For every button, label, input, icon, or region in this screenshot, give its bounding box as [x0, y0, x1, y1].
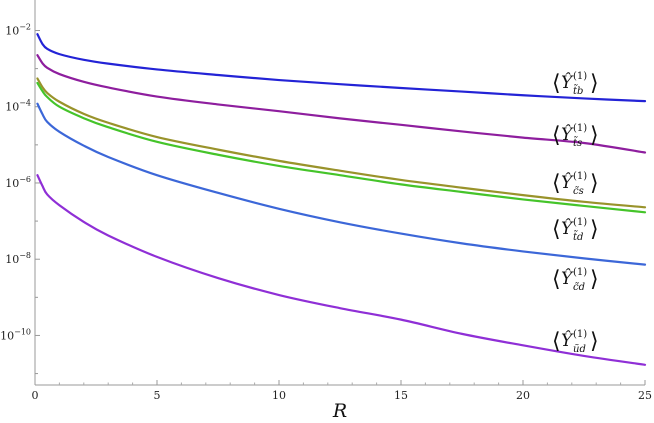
series-label-sup: (1) [573, 329, 587, 340]
series-label-sub: t̃b [573, 84, 583, 97]
series-label-sup: (1) [573, 217, 587, 228]
series-line-4 [36, 102, 647, 266]
right-angle-bracket: ⟩ [590, 329, 599, 354]
y-tick-exponent: −8 [19, 251, 31, 260]
series-label-main: Ŷ [561, 330, 574, 351]
y-tick-base: 10 [5, 101, 19, 114]
series-line-5 [36, 174, 647, 366]
series-label-sub: t̃d [573, 230, 583, 243]
series-label-sup: (1) [573, 71, 587, 82]
series-lines [36, 33, 647, 366]
series-line-3 [36, 81, 647, 214]
series-label-main: Ŷ [561, 124, 574, 145]
left-angle-bracket: ⟨ [552, 329, 561, 354]
series-label-main: Ŷ [561, 268, 574, 289]
series-label-1: ⟨ Ŷ (1) t̃s ⟩ [552, 123, 599, 149]
series-label-2: ⟨ Ŷ (1) c̃s ⟩ [552, 171, 599, 197]
series-label-5: ⟨ Ŷ (1) ũd ⟩ [552, 329, 599, 355]
x-tick-label: 5 [154, 389, 161, 402]
y-tick-label: 10−6 [5, 175, 31, 190]
x-axis-title: R [332, 400, 347, 422]
y-ticks: 10−210−410−610−810−10 [0, 22, 40, 375]
right-angle-bracket: ⟩ [590, 171, 599, 196]
x-tick-label: 0 [32, 389, 39, 402]
right-angle-bracket: ⟩ [590, 71, 599, 96]
right-angle-bracket: ⟩ [590, 123, 599, 148]
left-angle-bracket: ⟨ [552, 267, 561, 292]
left-angle-bracket: ⟨ [552, 217, 561, 242]
series-label-main: Ŷ [561, 218, 574, 239]
series-label-sub: c̃s [573, 186, 584, 197]
y-tick-label: 10−4 [5, 99, 31, 114]
y-tick-exponent: −2 [19, 22, 31, 31]
y-tick-label: 10−10 [0, 327, 31, 342]
left-angle-bracket: ⟨ [552, 123, 561, 148]
series-labels: ⟨ Ŷ (1)t̃b ⟩⟨ Ŷ (1)t̃s ⟩⟨ Ŷ (1)c̃s ⟩⟨ Ŷ (1)t̃d ⟩⟨ Ŷ (1… [552, 71, 599, 355]
y-tick-base: 10 [5, 177, 19, 190]
series-line-1 [36, 54, 647, 154]
series-line-2 [36, 77, 647, 209]
series-label-sub: ũd [573, 344, 586, 355]
series-label-sub: t̃s [573, 136, 582, 149]
right-angle-bracket: ⟩ [590, 267, 599, 292]
y-tick-label: 10−2 [5, 22, 31, 37]
x-tick-label: 25 [638, 389, 652, 402]
series-label-sub: c̃d [573, 282, 585, 293]
series-label-sup: (1) [573, 123, 587, 134]
y-tick-base: 10 [0, 329, 14, 342]
series-label-0: ⟨ Ŷ (1) t̃b ⟩ [552, 71, 599, 97]
series-label-3: ⟨ Ŷ (1) t̃d ⟩ [552, 217, 599, 243]
left-angle-bracket: ⟨ [552, 171, 561, 196]
right-angle-bracket: ⟩ [590, 217, 599, 242]
y-tick-base: 10 [5, 24, 19, 37]
x-ticks: 0 5 10 15 20 25 [32, 380, 652, 402]
series-label-4: ⟨ Ŷ (1) c̃d ⟩ [552, 267, 599, 293]
y-tick-label: 10−8 [5, 251, 31, 266]
left-angle-bracket: ⟨ [552, 71, 561, 96]
series-line-0 [36, 33, 647, 103]
y-tick-exponent: −10 [14, 327, 31, 336]
y-tick-exponent: −6 [19, 175, 31, 184]
y-tick-exponent: −4 [19, 99, 31, 108]
series-label-main: Ŷ [561, 72, 574, 93]
y-tick-base: 10 [5, 253, 19, 266]
x-tick-label: 20 [516, 389, 530, 402]
series-label-sup: (1) [573, 267, 587, 278]
x-tick-label: 15 [394, 389, 408, 402]
series-label-sup: (1) [573, 171, 587, 182]
axes [34, 0, 645, 386]
series-label-main: Ŷ [561, 172, 574, 193]
x-tick-label: 10 [272, 389, 286, 402]
